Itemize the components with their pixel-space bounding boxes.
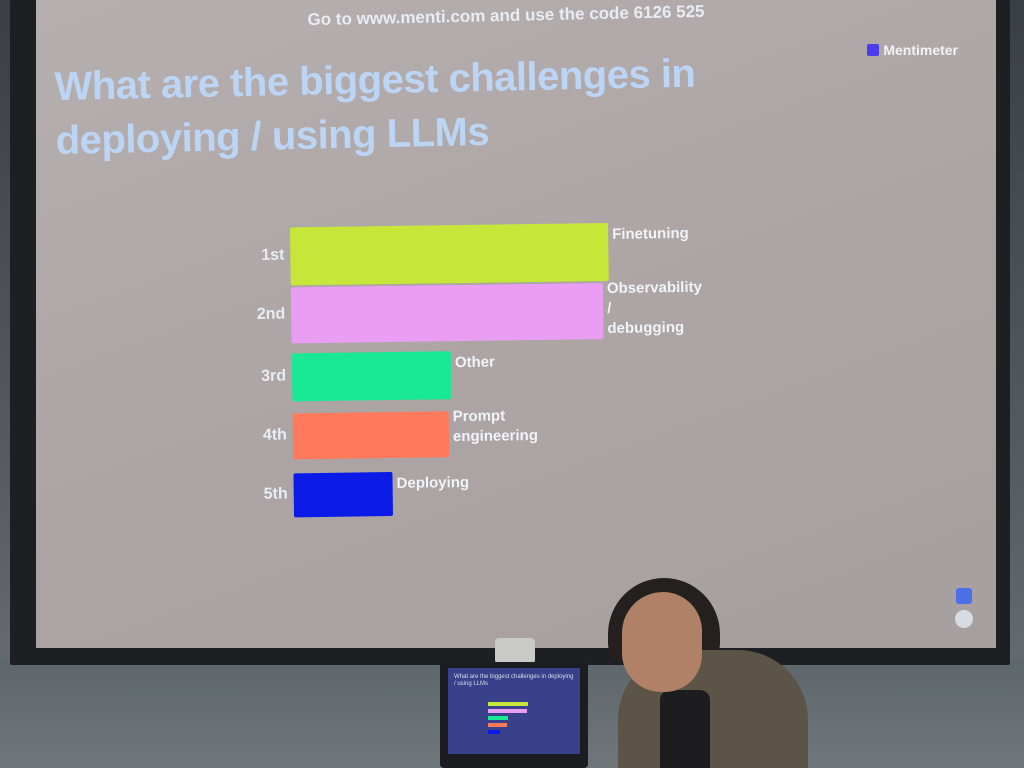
mentimeter-brand: Mentimeter [867,42,958,58]
chart-row-5: 5th Deploying [251,472,469,530]
presenter-top [660,690,710,768]
rank-label-2: 2nd [256,305,286,323]
bar-3 [291,351,452,402]
participant-counter [954,588,974,630]
bar-1 [289,222,609,286]
chart-row-2: 2nd Observability / debugging [249,279,702,344]
chart-row-1: 1st Finetuning [248,222,689,286]
laptop-bar-5 [488,730,500,734]
projected-slide: Go to www.menti.com and use the code 612… [36,0,996,648]
rank-label-1: 1st [261,246,285,264]
bar-label-4: Prompt engineering [452,407,539,446]
chart-row-3: 3rd Other [250,351,495,410]
rank-label-5: 5th [263,485,288,503]
laptop-slide-title: What are the biggest challenges in deplo… [454,674,574,687]
rank-label-3: 3rd [261,367,287,385]
bar-2 [290,283,604,344]
counter-badge-icon [956,588,972,604]
projector-screen-frame: Go to www.menti.com and use the code 612… [10,0,1010,665]
laptop: What are the biggest challenges in deplo… [440,662,588,768]
join-instructions: Go to www.menti.com and use the code 612… [307,1,705,30]
webcam [495,638,535,664]
laptop-screen: What are the biggest challenges in deplo… [448,668,580,754]
bar-5 [293,472,394,518]
ranking-bar-chart: 1st Finetuning 2nd Observability / debuggin… [248,221,772,528]
bar-label-2: Observability / debugging [606,278,703,337]
rank-label-4: 4th [262,426,288,444]
laptop-bar-3 [488,716,508,720]
laptop-bar-2 [488,709,527,713]
question-title: What are the biggest challenges in deplo… [54,51,696,163]
mentimeter-logo-icon [867,44,880,56]
brand-name: Mentimeter [883,42,958,58]
bar-label-5: Deploying [396,473,470,492]
laptop-bar-4 [488,723,507,727]
bar-label-3: Other [454,353,496,372]
presenter-face [622,592,702,692]
bar-label-1: Finetuning [612,224,689,243]
bar-4 [292,411,450,460]
laptop-bar-1 [488,702,528,706]
chart-row-4: 4th Prompt engineering [251,407,538,470]
person-icon [955,610,973,628]
